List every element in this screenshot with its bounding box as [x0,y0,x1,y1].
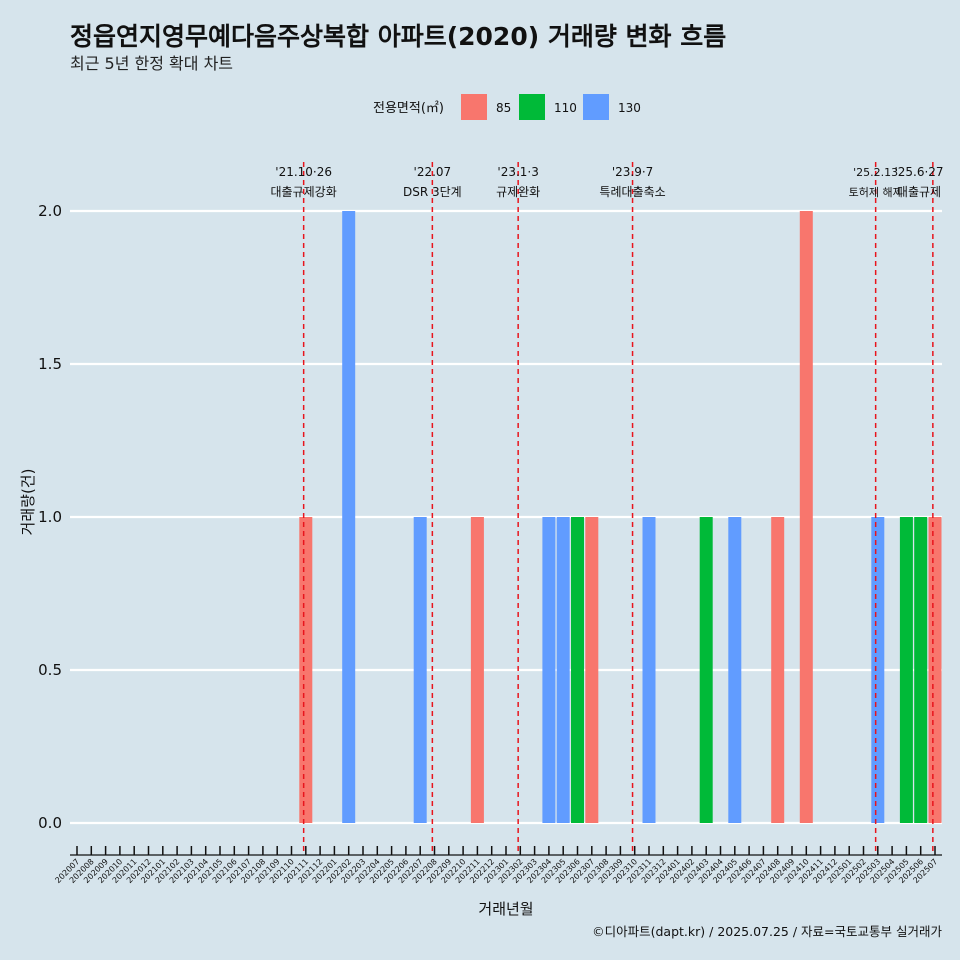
chart-subtitle: 최근 5년 한정 확대 차트 [70,54,233,73]
y-tick-label: 1.0 [38,508,62,526]
policy-desc-label: 특례대출축소 [599,185,665,199]
legend-swatch-85 [461,94,487,120]
policy-desc-label: 대출규제 [897,185,941,199]
policy-date-label: '25.2.13 [853,166,898,179]
legend-label-85: 85 [496,101,511,115]
bar-202306-110 [571,517,584,823]
chart-title: 정읍연지영무예다음주상복합 아파트(2020) 거래량 변화 흐름 [70,22,726,51]
gridlines [70,209,942,825]
bar-202408-85 [771,517,785,823]
bar-202505-110 [899,517,913,823]
bar-202305-130 [556,517,570,823]
policy-desc-label: 규제완화 [496,185,540,199]
bar-202503-130 [871,517,885,823]
bar-202311-130 [642,517,656,823]
policy-date-label: '25.6·27 [894,165,943,179]
policy-desc-label: 대출규제강화 [271,185,337,199]
bar-202202-130 [342,211,356,823]
policy-date-label: '21.10·26 [275,165,332,179]
y-tick-label: 1.5 [38,355,62,373]
bar-202307-85 [585,517,599,823]
y-tick-label: 0.0 [38,814,62,832]
bar-202207-130 [413,517,427,823]
legend-label-130: 130 [618,101,641,115]
y-axis: 0.0 0.5 1.0 1.5 2.0 [38,202,62,832]
policy-date-label: '22.07 [414,165,452,179]
legend-swatch-110 [519,94,545,120]
chart-caption: ©디아파트(dapt.kr) / 2025.07.25 / 자료=국토교통부 실… [592,924,942,939]
annotations: '21.10·26 대출규제강화 '22.07 DSR 3단계 '23.1·3 규제완화 '… [271,162,944,855]
bar-202111-85 [299,517,313,823]
bar-202304-130 [542,517,556,823]
x-axis-label: 거래년월 [478,900,533,918]
policy-date-label: '23.9·7 [612,165,653,179]
y-tick-label: 0.5 [38,661,62,679]
bar-202507-85 [928,517,942,823]
bar-202211-85 [470,517,484,823]
y-tick-label: 2.0 [38,202,62,220]
policy-desc-label: DSR 3단계 [403,185,462,199]
bar-202403-110 [699,517,713,823]
legend-title: 전용면적(㎡) [373,101,444,116]
bars [299,211,942,823]
policy-date-label: '23.1·3 [497,165,538,179]
bar-202506-110 [914,517,928,823]
policy-desc-label: 토허제 해제 [849,185,903,199]
legend-swatch-130 [583,94,609,120]
bar-202410-85 [799,211,813,823]
legend: 85 110 130 [461,94,641,120]
y-axis-label: 거래량(건) [19,469,37,536]
bar-202405-130 [728,517,742,823]
x-axis: 2020072020082020092020102020112020122021… [53,846,942,885]
legend-label-110: 110 [554,101,577,115]
